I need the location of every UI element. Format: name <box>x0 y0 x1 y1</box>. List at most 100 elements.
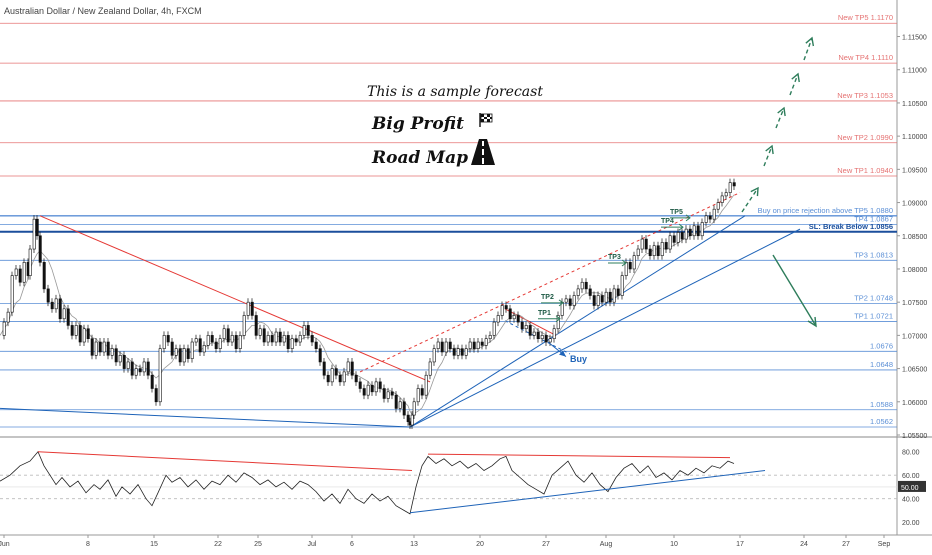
candle-body <box>624 262 628 276</box>
time-tick-label: Aug <box>600 541 613 548</box>
candle-body <box>138 368 142 373</box>
candle-body <box>672 235 676 243</box>
price-tick-label: 1.10500 <box>902 101 927 108</box>
candle-body <box>194 338 198 343</box>
candle-body <box>114 348 118 363</box>
candle-body <box>130 361 134 376</box>
support-trendline-outer <box>409 228 801 428</box>
rsi-tick-label: 60.00 <box>902 473 920 480</box>
bearish-scenario-arrowhead <box>807 316 817 328</box>
support-trendline-lower <box>0 407 411 428</box>
time-tick-label: 6 <box>350 541 354 548</box>
level-label: Buy on price rejection above TP5 1.0880 <box>758 206 893 215</box>
candle-body <box>242 315 246 336</box>
candle-body <box>436 341 440 349</box>
level-label: SL: Break Below 1.0856 <box>809 222 893 231</box>
level-label: TP2 1.0748 <box>854 294 893 303</box>
candle-body <box>636 248 640 256</box>
candle-body <box>484 338 488 346</box>
candle-body <box>18 268 22 283</box>
level-label: 1.0676 <box>870 341 893 350</box>
candle-body <box>158 348 162 403</box>
candle-body <box>32 218 36 250</box>
candle-body <box>370 384 374 393</box>
candle-body <box>390 391 394 396</box>
candle-body <box>540 335 544 340</box>
candle-body <box>118 355 122 363</box>
time-tick-label: Jul <box>308 541 317 548</box>
candle-body <box>588 288 592 296</box>
candle-body <box>448 341 452 349</box>
road-map-label: Road Map <box>372 148 469 168</box>
candle-body <box>520 321 524 330</box>
candle-body <box>150 374 154 389</box>
tp-arrowhead <box>678 223 684 231</box>
candle-body <box>74 325 78 336</box>
candle-body <box>358 381 362 389</box>
candle-body <box>14 268 18 276</box>
candle-body <box>282 335 286 343</box>
candle-body <box>620 275 624 296</box>
candle-body <box>122 355 126 369</box>
candle-body <box>90 338 94 356</box>
candle-body <box>660 242 664 256</box>
forecast-arrowhead <box>777 106 786 117</box>
level-label: New TP4 1.1110 <box>838 53 893 62</box>
time-tick-label: 13 <box>410 541 418 548</box>
level-label: New TP1 1.0940 <box>837 166 893 175</box>
candle-body <box>680 232 684 240</box>
candle-body <box>688 228 692 237</box>
candle-body <box>210 335 214 343</box>
candle-body <box>38 235 42 263</box>
price-tick-label: 1.09500 <box>902 167 927 174</box>
candle-body <box>246 301 250 316</box>
candle-body <box>420 388 424 396</box>
resistance-trendline <box>39 215 431 383</box>
rsi-tick-label: 20.00 <box>902 520 920 527</box>
time-tick-label: 27 <box>842 541 850 548</box>
candle-body <box>488 335 492 340</box>
candle-body <box>500 305 504 316</box>
candle-body <box>664 242 668 250</box>
candle-body <box>398 401 402 409</box>
candle-body <box>432 348 436 363</box>
candle-body <box>70 325 74 336</box>
candle-body <box>584 281 588 290</box>
rsi-value-badge <box>898 480 926 492</box>
candle-body <box>724 192 728 197</box>
candle-body <box>110 348 114 356</box>
candle-body <box>656 245 660 256</box>
candle-body <box>516 315 520 323</box>
bearish-scenario-arrow <box>772 254 817 327</box>
candle-body <box>28 248 32 276</box>
candle-body <box>98 341 102 353</box>
candle-body <box>266 335 270 343</box>
candle-body <box>262 328 266 343</box>
rsi-value-text: 50.00 <box>901 485 919 492</box>
candle-body <box>728 182 732 193</box>
candle-body <box>50 301 54 310</box>
level-label: New TP5 1.1170 <box>838 13 893 22</box>
candle-body <box>668 235 672 250</box>
candle-body <box>428 361 432 376</box>
candle-body <box>270 335 274 343</box>
candle-body <box>54 298 58 310</box>
checkered-flag-icon <box>479 113 493 127</box>
tp-label: TP5 <box>670 209 683 216</box>
candle-body <box>310 335 314 343</box>
candle-body <box>366 384 370 396</box>
candle-body <box>206 335 210 346</box>
candle-body <box>330 368 334 383</box>
candle-body <box>410 414 414 426</box>
candle-body <box>464 348 468 356</box>
candle-body <box>508 308 512 320</box>
candle-body <box>350 361 354 376</box>
candle-body <box>452 348 456 356</box>
candle-body <box>362 388 366 396</box>
candle-body <box>472 341 476 349</box>
candle-body <box>298 335 302 343</box>
candle-body <box>290 338 294 349</box>
candle-body <box>412 401 416 416</box>
candle-body <box>58 298 62 320</box>
candle-body <box>596 295 600 306</box>
